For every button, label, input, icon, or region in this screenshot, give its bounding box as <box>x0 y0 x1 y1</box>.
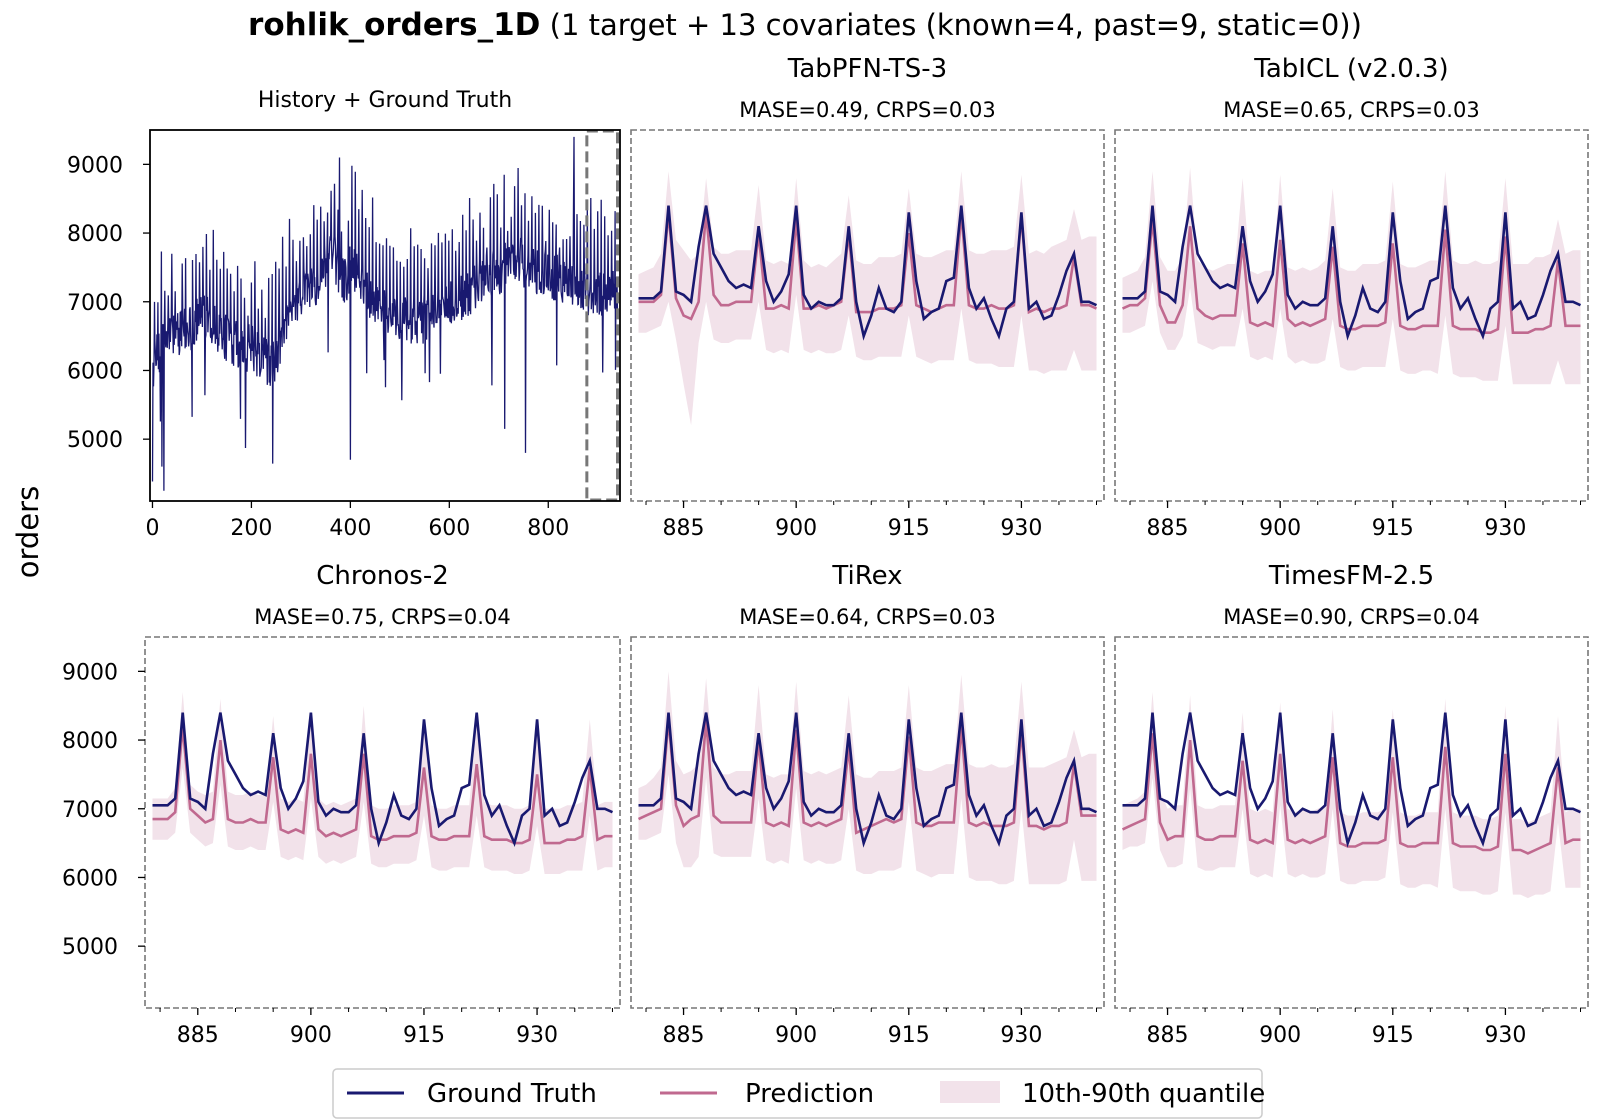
axes-frame <box>1114 129 1589 502</box>
panel-metrics: MASE=0.90, CRPS=0.04 <box>1223 605 1479 629</box>
x-tick-label: 915 <box>888 1023 930 1048</box>
panel-title: TabPFN-TS-3 <box>787 54 947 84</box>
axes-frame <box>144 636 621 1009</box>
x-tick-label: 930 <box>1484 516 1526 541</box>
y-tick-label: 9000 <box>67 153 123 178</box>
x-tick-label: 915 <box>1372 516 1414 541</box>
y-tick-label: 6000 <box>62 866 118 891</box>
quantile-band <box>1122 167 1581 385</box>
plot-area <box>1121 167 1582 385</box>
x-tick-label: 930 <box>516 1023 558 1048</box>
title-dataset-name: rohlik_orders_1D <box>248 7 540 43</box>
x-tick-label: 900 <box>290 1023 332 1048</box>
panel-title: TabICL (v2.0.3) <box>1253 54 1448 84</box>
figure-title: rohlik_orders_1D (1 target + 13 covariat… <box>248 7 1362 43</box>
x-tick-label: 900 <box>775 516 817 541</box>
x-tick-label: 885 <box>663 516 705 541</box>
x-tick-label: 900 <box>1259 516 1301 541</box>
x-tick-label: 930 <box>1000 1023 1042 1048</box>
x-tick-label: 885 <box>663 1023 705 1048</box>
prediction-line <box>152 726 613 845</box>
x-tick-label: 930 <box>1484 1023 1526 1048</box>
x-tick-label: 0 <box>145 516 159 541</box>
plot-area <box>637 671 1098 885</box>
legend-frame <box>332 1068 1263 1119</box>
x-tick-label: 900 <box>775 1023 817 1048</box>
y-axis-label: orders <box>11 486 45 578</box>
x-tick-label: 915 <box>1372 1023 1414 1048</box>
x-tick-label: 930 <box>1000 516 1042 541</box>
x-tick-label: 600 <box>428 516 470 541</box>
quantile-band <box>152 692 613 874</box>
panel-metrics: MASE=0.75, CRPS=0.04 <box>254 605 510 629</box>
panel-metrics: MASE=0.64, CRPS=0.03 <box>739 605 995 629</box>
ground-truth-line <box>638 205 1098 341</box>
x-tick-label: 800 <box>527 516 569 541</box>
y-tick-label: 5000 <box>62 935 118 960</box>
y-tick-label: 9000 <box>62 660 118 685</box>
y-tick-label: 7000 <box>62 798 118 823</box>
axes-frame <box>1114 636 1589 1009</box>
y-tick-label: 8000 <box>67 222 123 247</box>
title-description: (1 target + 13 covariates (known=4, past… <box>540 8 1362 42</box>
panel-1: History + Ground Truth 0 200 400 600 800 5000 6… <box>67 88 621 541</box>
legend-prediction-label: Prediction <box>745 1079 874 1109</box>
y-tick-label: 8000 <box>62 729 118 754</box>
x-tick-label: 200 <box>230 516 272 541</box>
x-tick-label: 915 <box>403 1023 445 1048</box>
panels: History + Ground Truth 0 200 400 600 800 5000 6… <box>62 54 1589 1048</box>
forecast-window-highlight <box>585 129 620 502</box>
panel-title: Chronos-2 <box>316 561 449 591</box>
quantile-band <box>638 671 1097 885</box>
panel-title: TiRex <box>831 561 902 591</box>
axes-frame <box>630 636 1105 1009</box>
panel-metrics: MASE=0.49, CRPS=0.03 <box>739 98 995 122</box>
panel-metrics: MASE=0.65, CRPS=0.03 <box>1223 98 1479 122</box>
prediction-line <box>1121 733 1581 855</box>
legend-quantile-swatch <box>940 1081 1000 1103</box>
ground-truth-line <box>1122 712 1582 848</box>
ground-truth-line <box>152 712 614 848</box>
x-tick-label: 915 <box>888 516 930 541</box>
x-tick-label: 885 <box>177 1023 219 1048</box>
panel-2: TabPFN-TS-3 MASE=0.49, CRPS=0.03 885 900 915… <box>630 54 1105 541</box>
ground-truth-line <box>638 712 1098 848</box>
x-tick-label: 900 <box>1259 1023 1301 1048</box>
panel-4: Chronos-2 MASE=0.75, CRPS=0.04 885 900 915 93… <box>62 561 621 1048</box>
plot-area <box>151 136 619 491</box>
x-tick-label: 885 <box>1147 516 1189 541</box>
panel-title: TimesFM-2.5 <box>1268 561 1434 591</box>
legend-quantile-label: 10th-90th quantile <box>1022 1079 1265 1109</box>
panel-5: TiRex MASE=0.64, CRPS=0.03 885 900 915 930 <box>630 561 1105 1048</box>
plot-area <box>152 692 614 874</box>
plot-area <box>638 171 1098 426</box>
history-line <box>151 136 619 491</box>
y-tick-label: 5000 <box>67 428 123 453</box>
panel-title: History + Ground Truth <box>258 88 512 113</box>
ground-truth-line <box>1122 205 1582 341</box>
axes-frame <box>630 129 1105 502</box>
plot-area <box>1121 692 1582 899</box>
quantile-band <box>638 171 1097 426</box>
panel-6: TimesFM-2.5 MASE=0.90, CRPS=0.04 885 900 915… <box>1114 561 1589 1048</box>
y-tick-label: 6000 <box>67 359 123 384</box>
panel-3: TabICL (v2.0.3) MASE=0.65, CRPS=0.03 885 90… <box>1114 54 1589 541</box>
x-tick-label: 885 <box>1147 1023 1189 1048</box>
y-tick-label: 7000 <box>67 291 123 316</box>
axes-frame <box>149 129 621 502</box>
legend: Ground Truth Prediction 10th-90th quanti… <box>332 1068 1265 1119</box>
x-tick-label: 400 <box>329 516 371 541</box>
legend-ground-truth-label: Ground Truth <box>427 1079 597 1109</box>
